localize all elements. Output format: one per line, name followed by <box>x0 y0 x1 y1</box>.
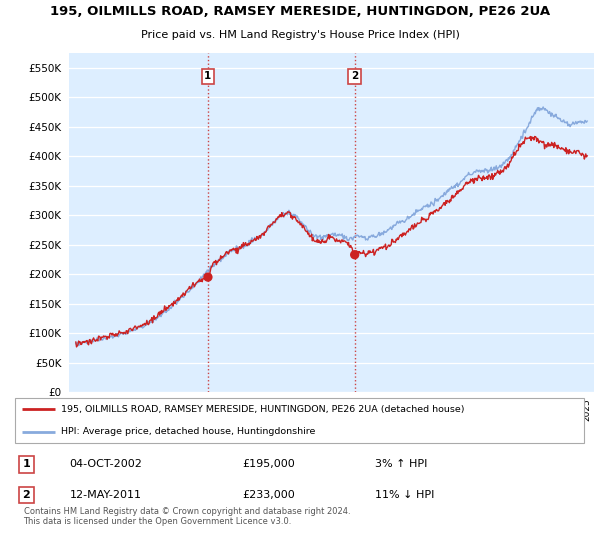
Text: £233,000: £233,000 <box>242 490 295 500</box>
Text: 2: 2 <box>23 490 30 500</box>
Text: 2: 2 <box>351 71 358 81</box>
Text: Price paid vs. HM Land Registry's House Price Index (HPI): Price paid vs. HM Land Registry's House … <box>140 30 460 40</box>
Text: £195,000: £195,000 <box>242 459 295 469</box>
Text: HPI: Average price, detached house, Huntingdonshire: HPI: Average price, detached house, Hunt… <box>61 427 316 436</box>
Text: 1: 1 <box>204 71 212 81</box>
Text: 04-OCT-2002: 04-OCT-2002 <box>70 459 142 469</box>
Text: 1: 1 <box>23 459 30 469</box>
Text: 11% ↓ HPI: 11% ↓ HPI <box>375 490 434 500</box>
Text: 12-MAY-2011: 12-MAY-2011 <box>70 490 142 500</box>
Text: 3% ↑ HPI: 3% ↑ HPI <box>375 459 427 469</box>
FancyBboxPatch shape <box>15 398 584 443</box>
Text: 195, OILMILLS ROAD, RAMSEY MERESIDE, HUNTINGDON, PE26 2UA: 195, OILMILLS ROAD, RAMSEY MERESIDE, HUN… <box>50 5 550 18</box>
Text: 195, OILMILLS ROAD, RAMSEY MERESIDE, HUNTINGDON, PE26 2UA (detached house): 195, OILMILLS ROAD, RAMSEY MERESIDE, HUN… <box>61 405 464 414</box>
Point <box>203 273 213 282</box>
Point <box>350 250 359 259</box>
Text: Contains HM Land Registry data © Crown copyright and database right 2024.
This d: Contains HM Land Registry data © Crown c… <box>23 507 350 526</box>
